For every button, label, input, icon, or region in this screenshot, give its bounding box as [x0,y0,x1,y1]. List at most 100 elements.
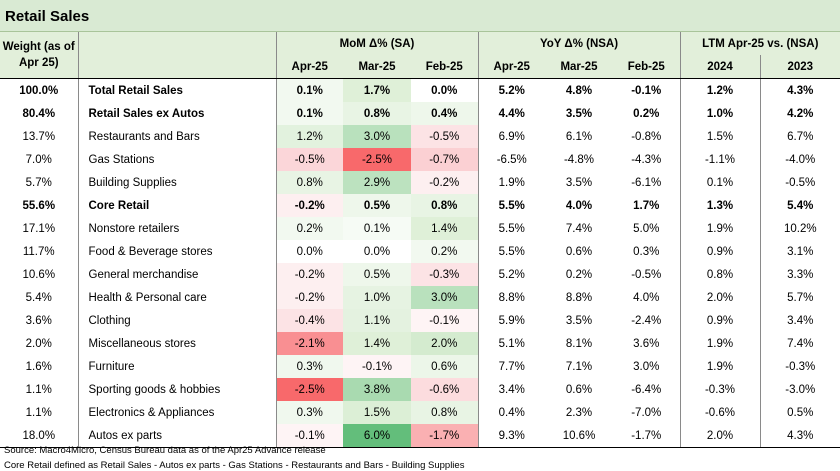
category-cell: Restaurants and Bars [78,125,277,148]
weight-cell: 18.0% [0,424,79,448]
yoy-cell: 3.5% [565,107,593,120]
yoy-cell: 4.0% [565,199,593,212]
category-cell: Autos ex parts [78,424,277,448]
mom-cell: 3.0% [343,125,411,148]
yoy-cell: 5.2% [498,268,525,281]
mom-cell: -0.5% [411,125,479,148]
yoy-cell: -6.1% [613,171,681,194]
category-cell: Clothing [78,309,277,332]
mom-cell: 0.1% [276,102,343,125]
yoy-cell: -7.0% [613,401,681,424]
yoy-cell: -6.4% [613,378,681,401]
mom-cell: -0.1% [411,309,479,332]
header-weight: Weight (as of Apr 25) [0,32,79,79]
mom-cell: -0.3% [411,263,479,286]
mom-cell: 2.0% [411,332,479,355]
ltm-cell: 1.3% [680,194,761,217]
category-cell: Gas Stations [78,148,277,171]
header-yoy-col: Mar-25 [545,55,613,79]
table-row: 3.6% Clothing -0.4% 1.1% -0.1% 5.9% 3.5% -2.4% 0… [0,309,840,332]
mom-cell: 3.8% [343,378,411,401]
ltm-cell: 1.9% [680,332,761,355]
mom-cell: 0.5% [343,194,411,217]
yoy-cell: 0.2% [565,268,593,281]
weight-cell: 5.4% [0,286,79,309]
ltm-cell: 0.9% [680,309,761,332]
category-cell: Food & Beverage stores [78,240,277,263]
table-row: 1.1% Sporting goods & hobbies -2.5% 3.8% -0.… [0,378,840,401]
ltm-cell: 7.4% [787,337,814,350]
ltm-cell: 3.3% [787,268,814,281]
table-row: 100.0% Total Retail Sales 0.1% 1.7% 0.0% 5.2%… [0,78,840,102]
category-cell: Furniture [78,355,277,378]
mom-cell: 0.1% [343,217,411,240]
yoy-cell: 4.0% [613,286,681,309]
yoy-cell: 2.3% [565,406,593,419]
yoy-cell: 10.6% [545,424,613,448]
mom-cell: -0.1% [276,424,343,448]
mom-cell: 3.0% [411,286,479,309]
mom-cell: -0.1% [343,355,411,378]
yoy-cell: 3.6% [613,332,681,355]
category-cell: Electronics & Appliances [78,401,277,424]
sheet-title: Retail Sales [0,0,840,32]
mom-cell: 6.0% [343,424,411,448]
yoy-cell: 4.4% [498,107,525,120]
weight-cell: 1.6% [0,355,79,378]
yoy-cell: 6.1% [565,130,593,143]
mom-cell: -1.7% [411,424,479,448]
mom-cell: 0.3% [276,401,343,424]
yoy-cell: -2.4% [613,309,681,332]
yoy-cell: 0.3% [613,240,681,263]
weight-cell: 5.7% [0,171,79,194]
mom-cell: 0.4% [411,102,479,125]
weight-cell: 10.6% [0,263,79,286]
yoy-cell: 7.7% [498,360,525,373]
ltm-cell: 6.7% [787,130,814,143]
mom-cell: 0.0% [411,78,479,102]
table-row: 17.1% Nonstore retailers 0.2% 0.1% 1.4% 5.5% 7… [0,217,840,240]
mom-cell: -0.4% [276,309,343,332]
yoy-cell: 5.5% [498,222,525,235]
yoy-cell: -0.5% [613,263,681,286]
ltm-cell: 1.2% [680,78,761,102]
mom-cell: -0.7% [411,148,479,171]
yoy-cell: 3.0% [613,355,681,378]
yoy-cell: 5.5% [498,199,525,212]
weight-cell: 17.1% [0,217,79,240]
mom-cell: 1.5% [343,401,411,424]
yoy-cell: 3.5% [565,176,593,189]
mom-cell: 0.0% [276,240,343,263]
mom-cell: 1.7% [343,78,411,102]
table-row: 13.7% Restaurants and Bars 1.2% 3.0% -0.5% 6.… [0,125,840,148]
table-row: 1.6% Furniture 0.3% -0.1% 0.6% 7.7% 7.1% 3.0% 1.… [0,355,840,378]
mom-cell: 0.8% [411,401,479,424]
ltm-cell: 0.5% [787,406,814,419]
header-yoy: YoY Δ% (NSA) [478,32,681,55]
mom-cell: 0.6% [411,355,479,378]
mom-cell: 0.2% [276,217,343,240]
category-cell: Health & Personal care [78,286,277,309]
header-ltm: LTM Apr-25 vs. (NSA) [680,32,840,55]
table-row: 7.0% Gas Stations -0.5% -2.5% -0.7% -6.5% -4.8… [0,148,840,171]
ltm-cell: 2.0% [680,286,761,309]
table-body: 100.0% Total Retail Sales 0.1% 1.7% 0.0% 5.2%… [0,78,840,448]
mom-cell: -2.5% [343,148,411,171]
table-row: 5.7% Building Supplies 0.8% 2.9% -0.2% 1.9% 3.… [0,171,840,194]
mom-cell: -0.2% [276,286,343,309]
weight-cell: 2.0% [0,332,79,355]
mom-cell: 1.1% [343,309,411,332]
category-cell: Sporting goods & hobbies [78,378,277,401]
yoy-cell: 3.4% [498,383,525,396]
ltm-cell: 2.0% [680,424,761,448]
mom-cell: -0.2% [276,194,343,217]
table-row: 5.4% Health & Personal care -0.2% 1.0% 3.0% 8… [0,286,840,309]
ltm-cell: 1.0% [680,102,761,125]
ltm-cell: -0.6% [680,401,761,424]
yoy-cell: -0.1% [613,78,681,102]
weight-cell: 80.4% [0,102,79,125]
ltm-cell: 4.2% [787,107,814,120]
yoy-cell: 0.2% [613,102,681,125]
table-row: 80.4% Retail Sales ex Autos 0.1% 0.8% 0.4% 4.… [0,102,840,125]
yoy-cell: 5.1% [498,337,525,350]
